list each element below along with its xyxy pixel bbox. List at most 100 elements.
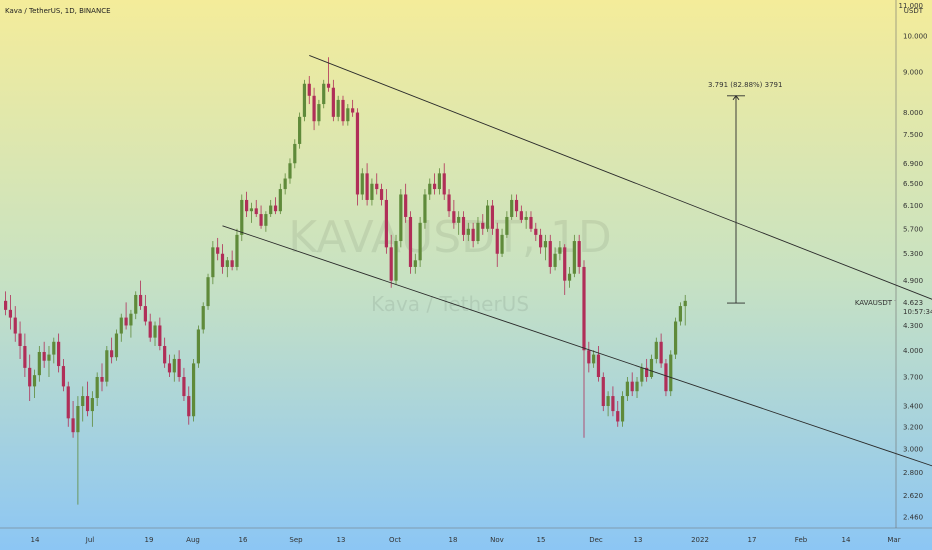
- candle: [654, 337, 658, 364]
- candle: [124, 302, 128, 330]
- candle: [418, 216, 422, 267]
- channel-lower-line[interactable]: [222, 225, 932, 485]
- candle: [57, 333, 61, 373]
- x-tick-label: 13: [337, 536, 346, 544]
- candle: [85, 381, 90, 417]
- candle: [360, 168, 364, 200]
- candle: [466, 222, 470, 242]
- candle: [505, 211, 509, 238]
- candle: [394, 234, 398, 285]
- last-price-countdown: 10:57:34: [903, 308, 932, 316]
- time-axis[interactable]: 14 Jul 19 Aug 16 Sep 13 Oct 18 Nov 15 Dec 13 2022 17 Fe…: [31, 536, 901, 544]
- candle: [543, 234, 548, 261]
- candle: [567, 266, 572, 288]
- candle: [495, 222, 499, 267]
- candle: [630, 372, 634, 397]
- candle: [490, 199, 495, 235]
- candle: [249, 202, 254, 223]
- candle: [138, 280, 143, 310]
- candle: [283, 173, 287, 195]
- x-tick-label: 17: [748, 536, 757, 544]
- candle: [302, 79, 307, 122]
- candle: [423, 189, 427, 229]
- candle: [616, 401, 620, 427]
- candle: [577, 234, 581, 274]
- candle: [572, 234, 576, 278]
- y-tick-label: 3.700: [903, 374, 923, 382]
- chart-title: Kava / TetherUS, 1D, BINANCE: [5, 7, 111, 15]
- candle: [461, 211, 466, 242]
- candle: [288, 158, 292, 184]
- candle: [563, 244, 567, 295]
- candle: [486, 199, 490, 232]
- last-price-symbol: KAVAUSDT: [855, 299, 893, 307]
- candle: [645, 358, 649, 382]
- candle: [134, 291, 138, 320]
- candle: [312, 87, 316, 131]
- candle: [611, 386, 615, 417]
- candle: [452, 199, 456, 229]
- candle: [370, 178, 374, 206]
- y-tick-label: 5.300: [903, 250, 923, 258]
- y-tick-label: 2.620: [903, 492, 923, 500]
- candle: [587, 341, 591, 373]
- x-tick-label: Oct: [389, 536, 401, 544]
- candle: [278, 183, 282, 215]
- price-range-label: 3.791 (82.88%) 3791: [708, 81, 782, 89]
- candle: [52, 337, 56, 364]
- candle: [365, 163, 369, 206]
- candle: [582, 260, 586, 438]
- last-price-marker: KAVAUSDT 4.623 10:57:34: [855, 299, 932, 316]
- x-tick-label: Mar: [887, 536, 900, 544]
- candle: [196, 325, 200, 368]
- x-tick-label: 14: [842, 536, 851, 544]
- candle: [524, 211, 528, 229]
- candle: [351, 99, 355, 117]
- candle: [601, 372, 605, 412]
- candle: [201, 302, 205, 334]
- candle: [148, 313, 152, 342]
- candle: [211, 241, 215, 285]
- candle: [172, 354, 176, 382]
- x-tick-label: Dec: [589, 536, 603, 544]
- candle: [259, 205, 263, 229]
- candle: [230, 250, 234, 271]
- candle: [167, 354, 172, 378]
- candle: [476, 216, 480, 245]
- candle: [514, 194, 519, 217]
- candle: [206, 273, 210, 310]
- candle: [105, 346, 109, 387]
- candle: [529, 211, 533, 232]
- candle: [317, 99, 321, 126]
- x-tick-label: 19: [145, 536, 154, 544]
- drawings-layer: [222, 54, 932, 485]
- candle: [432, 173, 437, 195]
- y-tick-label: 4.300: [903, 322, 923, 330]
- y-tick-label: 9.000: [903, 69, 923, 77]
- y-tick-label: 5.700: [903, 225, 923, 233]
- candle: [182, 367, 186, 402]
- candle: [678, 302, 682, 326]
- candle: [500, 228, 504, 258]
- candle: [61, 358, 66, 392]
- price-axis-currency: USDT: [904, 7, 924, 15]
- x-tick-label: 18: [449, 536, 458, 544]
- y-tick-label: 6.500: [903, 180, 923, 188]
- candle: [47, 346, 51, 378]
- candle: [129, 309, 133, 338]
- candle: [389, 234, 393, 288]
- candle: [519, 205, 523, 223]
- candle: [18, 321, 22, 359]
- candle: [322, 79, 326, 109]
- y-tick-label: 3.000: [903, 445, 923, 453]
- candle: [225, 257, 229, 278]
- y-tick-label: 3.400: [903, 403, 923, 411]
- x-tick-label: Nov: [490, 536, 504, 544]
- candle: [592, 350, 596, 368]
- y-tick-label: 2.800: [903, 469, 923, 477]
- price-range-tool[interactable]: [727, 95, 745, 304]
- price-axis[interactable]: 10.000 9.000 8.000 7.500 6.900 6.500 6.100 5.70…: [903, 33, 928, 522]
- channel-upper-line[interactable]: [309, 54, 932, 321]
- candle: [471, 222, 475, 248]
